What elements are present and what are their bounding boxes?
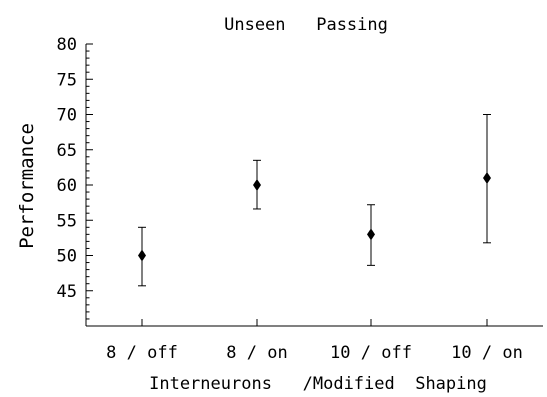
y-tick-label: 60 bbox=[57, 176, 77, 196]
data-point-group bbox=[253, 159, 261, 210]
y-tick-label: 70 bbox=[57, 106, 77, 126]
data-marks bbox=[138, 114, 491, 287]
y-axis: 45 50 55 60 65 70 75 80 bbox=[57, 35, 93, 326]
x-tick-label: 8 / off bbox=[106, 343, 178, 363]
x-tick-label: 8 / on bbox=[226, 343, 287, 363]
y-tick-label: 75 bbox=[57, 70, 77, 90]
x-tick-label: 10 / on bbox=[451, 343, 523, 363]
y-tick-label: 65 bbox=[57, 141, 77, 161]
data-point bbox=[253, 179, 261, 191]
data-point-group bbox=[483, 114, 491, 244]
data-point-group bbox=[367, 204, 375, 266]
data-point bbox=[483, 171, 491, 184]
data-point-group bbox=[138, 226, 146, 287]
x-tick-label: 10 / off bbox=[330, 343, 412, 363]
x-axis: 8 / off 8 / on 10 / off 10 / on bbox=[86, 319, 543, 363]
y-tick-label: 55 bbox=[57, 211, 77, 231]
y-axis-label: Performance bbox=[16, 123, 38, 249]
x-axis-title: Interneurons /Modified Shaping bbox=[149, 374, 487, 394]
y-tick-label: 45 bbox=[57, 282, 77, 302]
y-tick-label: 50 bbox=[57, 247, 77, 267]
y-tick-label: 80 bbox=[57, 35, 77, 55]
data-point bbox=[367, 228, 375, 241]
chart-title: Unseen Passing bbox=[224, 15, 388, 35]
data-point bbox=[138, 249, 146, 262]
